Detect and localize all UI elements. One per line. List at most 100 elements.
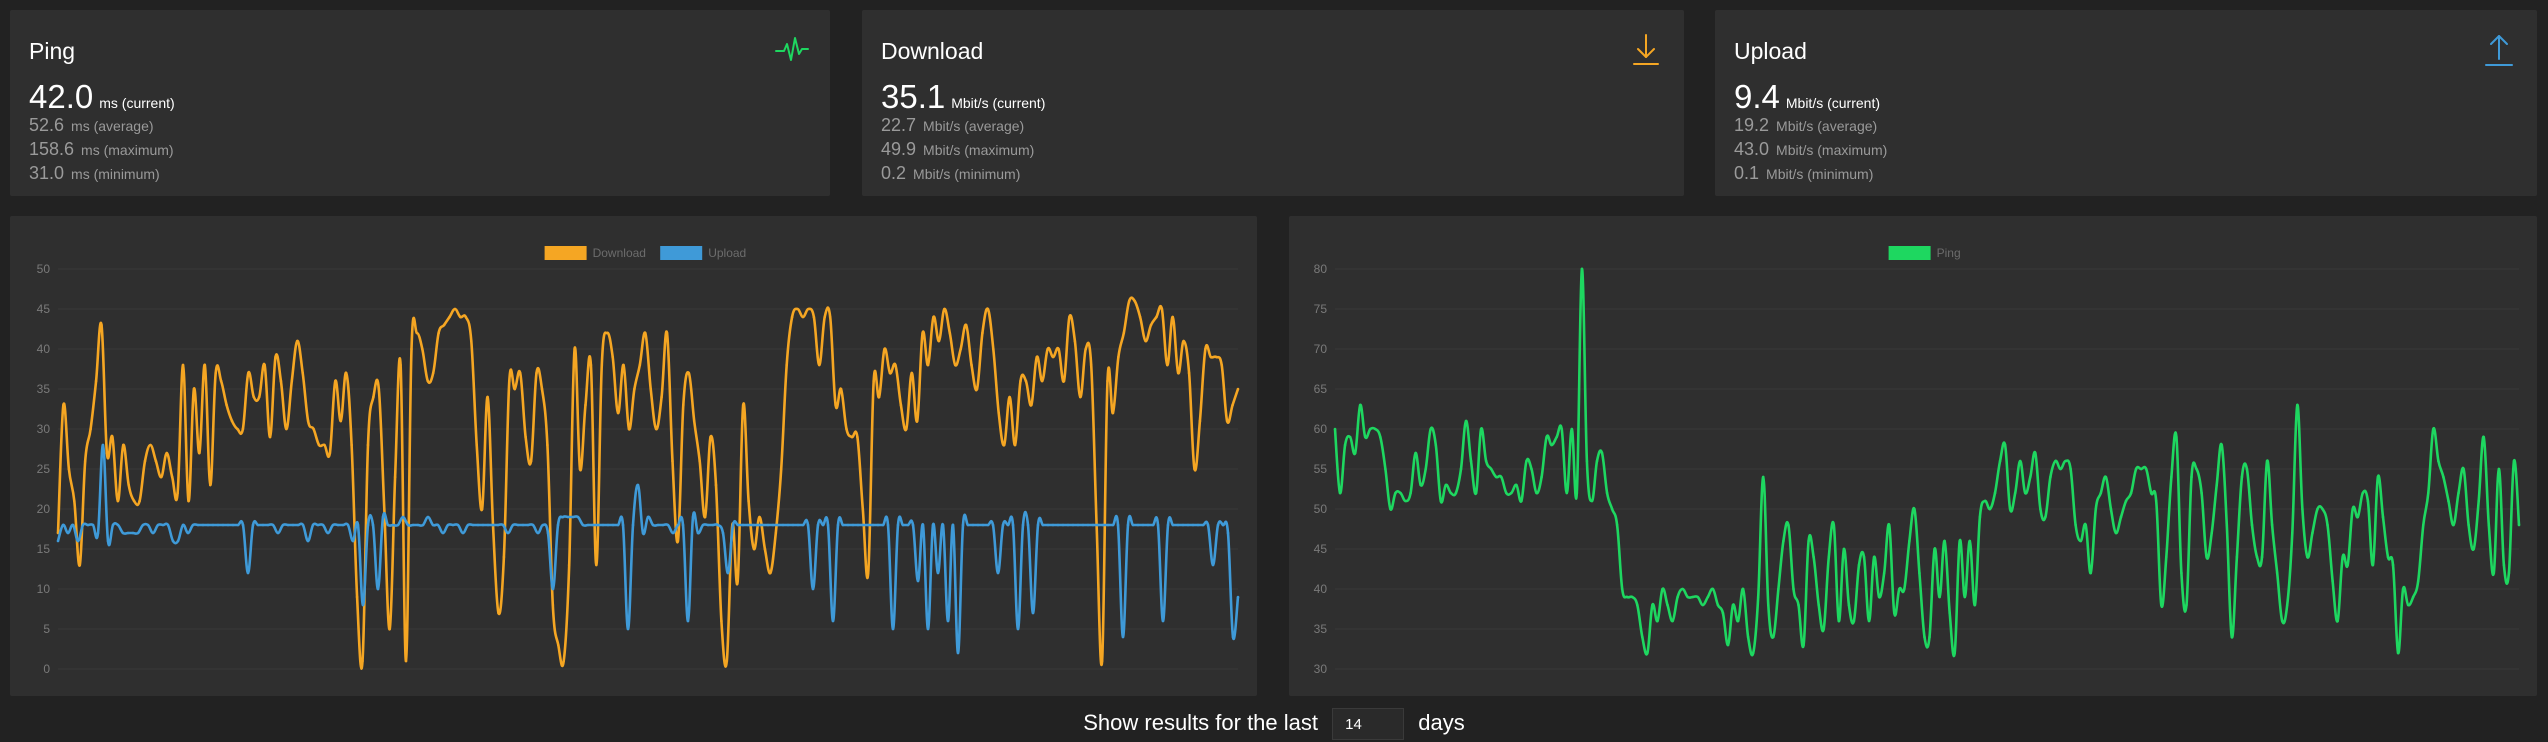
data-point[interactable] [2018, 459, 2022, 463]
data-point[interactable] [2255, 555, 2259, 559]
data-point[interactable] [1136, 523, 1140, 527]
data-point[interactable] [1973, 603, 1977, 607]
data-point[interactable] [230, 419, 234, 423]
data-point[interactable] [506, 531, 510, 535]
data-point[interactable] [932, 315, 935, 319]
data-point[interactable] [961, 523, 965, 527]
data-point[interactable] [796, 523, 800, 527]
data-point[interactable] [1076, 523, 1080, 527]
data-point[interactable] [131, 531, 135, 535]
data-point[interactable] [1575, 491, 1579, 495]
data-point[interactable] [2039, 507, 2042, 511]
data-point[interactable] [915, 419, 919, 423]
data-point[interactable] [1002, 443, 1006, 447]
data-point[interactable] [431, 523, 435, 527]
data-point[interactable] [926, 363, 930, 367]
data-point[interactable] [1751, 651, 1755, 655]
data-point[interactable] [1187, 371, 1191, 375]
data-point[interactable] [636, 483, 640, 487]
data-point[interactable] [1595, 459, 1599, 463]
data-point[interactable] [192, 387, 196, 391]
data-point[interactable] [1051, 355, 1055, 359]
data-point[interactable] [2200, 491, 2203, 495]
data-point[interactable] [1489, 467, 1493, 471]
legend-item-ping[interactable]: Ping [1888, 246, 1961, 260]
data-point[interactable] [181, 523, 185, 527]
data-point[interactable] [821, 523, 825, 527]
data-point[interactable] [731, 523, 735, 527]
data-point[interactable] [241, 427, 245, 431]
data-point[interactable] [826, 523, 830, 527]
data-point[interactable] [361, 603, 365, 607]
data-point[interactable] [1580, 267, 1584, 271]
data-point[interactable] [1877, 595, 1881, 599]
data-point[interactable] [1857, 563, 1861, 567]
data-point[interactable] [86, 523, 90, 527]
data-point[interactable] [536, 531, 540, 535]
data-point[interactable] [1827, 555, 1831, 559]
data-point[interactable] [1206, 523, 1210, 527]
data-point[interactable] [1862, 555, 1866, 559]
data-point[interactable] [1166, 523, 1170, 527]
data-point[interactable] [176, 491, 179, 495]
data-point[interactable] [2154, 499, 2158, 503]
data-point[interactable] [1389, 507, 1392, 511]
data-point[interactable] [1903, 587, 1906, 591]
data-point[interactable] [1201, 523, 1205, 527]
data-point[interactable] [785, 363, 788, 367]
data-point[interactable] [721, 531, 725, 535]
data-point[interactable] [1646, 651, 1649, 655]
data-point[interactable] [78, 563, 82, 567]
data-point[interactable] [1832, 523, 1836, 527]
data-point[interactable] [916, 579, 920, 583]
data-point[interactable] [1066, 523, 1070, 527]
data-point[interactable] [476, 523, 480, 527]
data-point[interactable] [198, 451, 201, 455]
data-point[interactable] [2089, 571, 2093, 575]
data-point[interactable] [471, 523, 475, 527]
data-point[interactable] [2250, 523, 2254, 527]
data-point[interactable] [143, 459, 147, 463]
data-point[interactable] [146, 523, 150, 527]
data-point[interactable] [790, 315, 794, 319]
data-point[interactable] [1204, 347, 1207, 351]
data-point[interactable] [1978, 515, 1982, 519]
data-point[interactable] [1171, 523, 1175, 527]
data-point[interactable] [1024, 379, 1028, 383]
data-point[interactable] [2361, 491, 2365, 495]
data-point[interactable] [508, 379, 511, 383]
data-point[interactable] [845, 427, 848, 431]
data-point[interactable] [1988, 507, 1992, 511]
data-point[interactable] [551, 603, 555, 607]
data-point[interactable] [1156, 523, 1160, 527]
data-point[interactable] [1807, 539, 1810, 543]
data-point[interactable] [910, 371, 914, 375]
data-point[interactable] [567, 563, 571, 567]
data-point[interactable] [2230, 635, 2234, 639]
data-point[interactable] [111, 435, 114, 439]
data-point[interactable] [656, 523, 660, 527]
data-point[interactable] [1106, 379, 1109, 383]
data-point[interactable] [1073, 339, 1077, 343]
data-point[interactable] [1176, 523, 1180, 527]
data-point[interactable] [736, 579, 740, 583]
data-point[interactable] [386, 523, 390, 527]
data-point[interactable] [806, 523, 810, 527]
data-point[interactable] [769, 571, 772, 575]
data-point[interactable] [211, 523, 215, 527]
data-point[interactable] [638, 363, 642, 367]
data-point[interactable] [2129, 491, 2133, 495]
data-point[interactable] [2114, 531, 2118, 535]
data-point[interactable] [2094, 507, 2098, 511]
data-point[interactable] [1071, 523, 1075, 527]
data-point[interactable] [1419, 483, 1422, 487]
data-point[interactable] [2003, 443, 2007, 447]
data-point[interactable] [2482, 435, 2486, 439]
data-point[interactable] [346, 523, 350, 527]
data-point[interactable] [896, 523, 900, 527]
data-point[interactable] [1882, 571, 1886, 575]
data-point[interactable] [706, 523, 710, 527]
data-point[interactable] [2159, 603, 2163, 607]
data-point[interactable] [404, 659, 408, 663]
data-point[interactable] [976, 523, 980, 527]
